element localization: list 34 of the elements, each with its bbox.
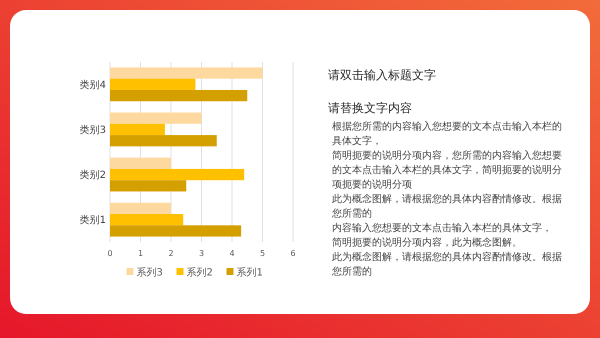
legend-label: 系列3 (136, 266, 163, 278)
bar (110, 168, 244, 180)
x-tick-label: 3 (198, 249, 204, 258)
bar (110, 112, 202, 124)
text: 请替换文字内容 (328, 101, 412, 115)
bar (110, 90, 248, 102)
x-tick-label: 5 (260, 249, 266, 258)
bar (110, 214, 184, 226)
bar (110, 202, 171, 214)
x-tick-label: 0 (107, 249, 113, 258)
y-tick-label: 类别2 (80, 169, 106, 182)
y-tick-label: 类别4 (80, 78, 106, 91)
bar (110, 67, 262, 79)
bar (110, 225, 242, 237)
text: 请双击输入标题文字 (328, 68, 436, 82)
x-tick-label: 2 (168, 249, 174, 258)
bar (110, 180, 186, 192)
x-tick-label: 4 (229, 249, 235, 258)
x-tick-label: 1 (138, 249, 144, 258)
bar (110, 78, 196, 90)
bar (110, 135, 217, 146)
x-tick-label: 6 (290, 249, 296, 258)
text: 此为概念图解，请根据您的具体内容酌情修改。根据您所需的 (331, 251, 562, 278)
legend-label: 系列2 (186, 266, 213, 278)
text: 根据您所需的内容输入您想要的文本点击输入本栏的具体文字， (332, 120, 562, 147)
y-tick-label: 类别3 (80, 124, 106, 136)
text: 简明扼要的说明分项内容，此为概念图解。 (332, 236, 522, 248)
y-tick-label: 类别1 (80, 214, 106, 226)
text: 内容输入您想要的文本点击输入本栏的具体文字， (332, 222, 552, 234)
legend-label: 系列1 (236, 266, 263, 278)
text: 简明扼要的说明分项内容，您所需的内容输入您想要的文本点击输入本栏的具体文字，简明扼要的说明分项扼要的说明分项 (332, 150, 562, 190)
bar (110, 158, 171, 169)
text: 此为概念图解，请根据您的具体内容酌情修改。根据您所需的 (331, 193, 562, 220)
bar (110, 124, 165, 136)
